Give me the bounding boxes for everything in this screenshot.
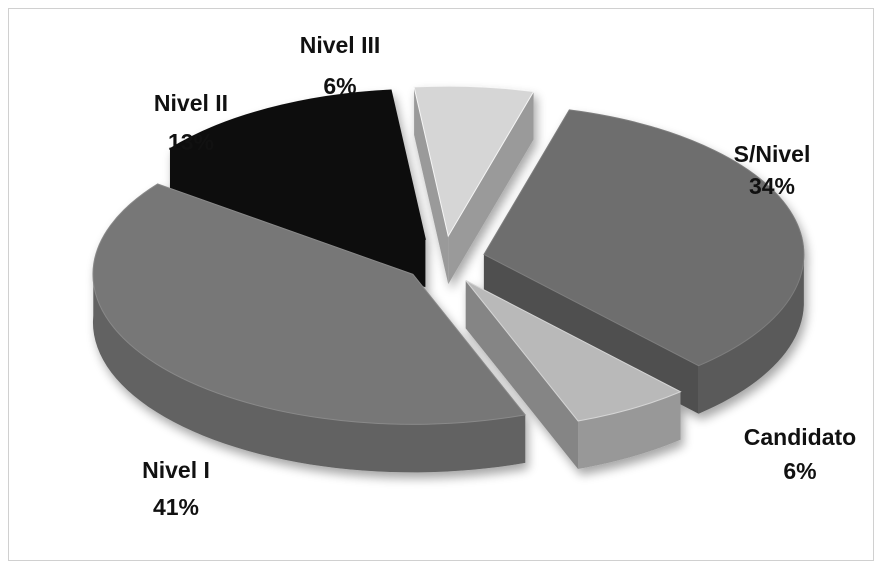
slice-cut-face: [465, 280, 579, 469]
slice-outer-wall: [698, 251, 804, 414]
label-s-nivel: S/Nivel: [734, 141, 811, 167]
pie-slice-nivel-iii: [413, 85, 535, 285]
value-nivel-ii: 13%: [168, 129, 214, 155]
slice-top-face: [168, 89, 426, 240]
value-nivel-iii: 6%: [323, 73, 356, 99]
slice-top-face: [465, 280, 682, 422]
pie-slice-nivel-i: [92, 183, 527, 473]
value-s-nivel: 34%: [749, 173, 795, 199]
slice-cut-face: [414, 86, 449, 285]
slice-outer-wall: [578, 391, 681, 469]
value-candidato: 6%: [783, 458, 816, 484]
slice-top-face: [483, 109, 805, 367]
slice-cut-face: [448, 91, 534, 285]
label-candidato: Candidato: [744, 424, 856, 450]
pie-slice-candidato: [465, 280, 682, 469]
label-nivel-i: Nivel I: [142, 457, 210, 483]
slice-top-face: [413, 85, 535, 238]
slice-cut-face: [169, 148, 426, 288]
value-nivel-i: 41%: [153, 494, 199, 520]
slice-top-face: [92, 183, 527, 425]
label-nivel-iii: Nivel III: [300, 32, 381, 58]
label-nivel-ii: Nivel II: [154, 90, 228, 116]
pie-slice-nivel-ii: [168, 89, 426, 288]
slice-outer-wall: [92, 267, 526, 473]
